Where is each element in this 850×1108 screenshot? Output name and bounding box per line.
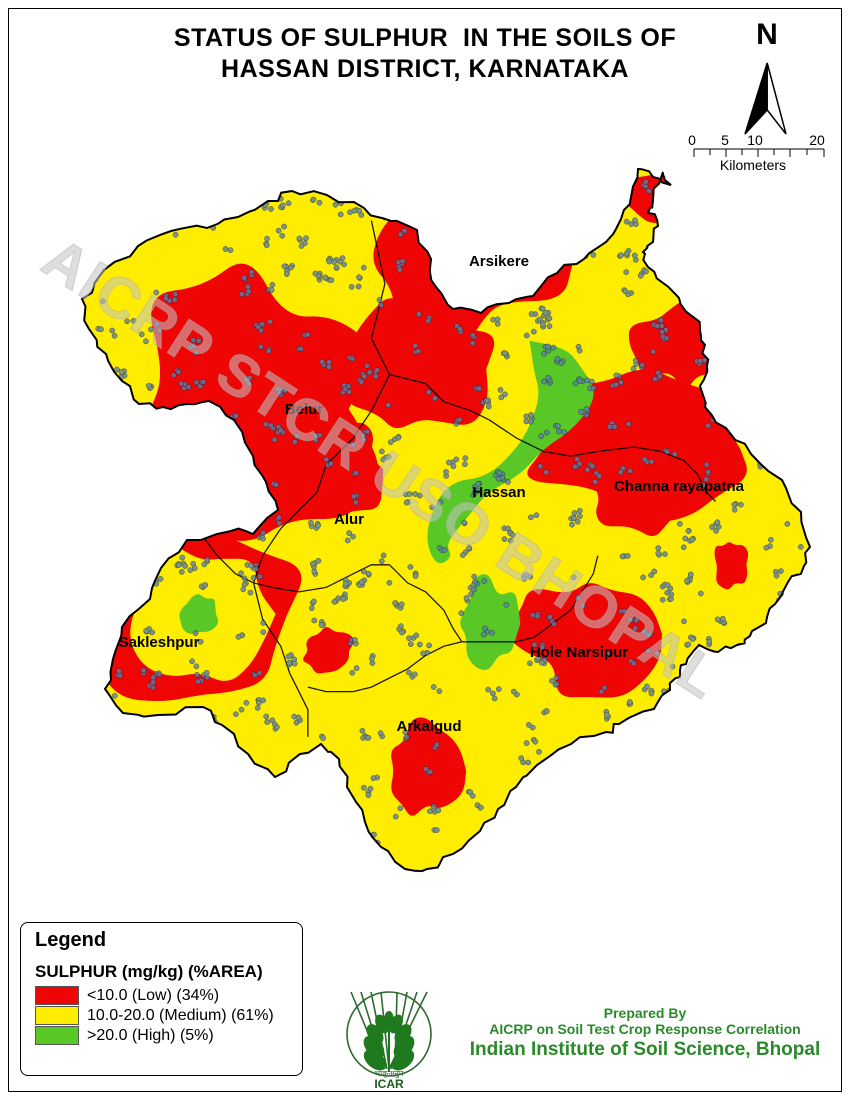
- svg-text:10: 10: [747, 132, 763, 148]
- svg-text:20: 20: [809, 132, 825, 148]
- svg-text:5: 5: [721, 132, 729, 148]
- svg-text:Sakleshpur: Sakleshpur: [119, 634, 200, 651]
- svg-text:Alur: Alur: [334, 511, 364, 528]
- svg-text:ICAR: ICAR: [374, 1077, 404, 1091]
- svg-text:Kilometers: Kilometers: [720, 157, 786, 173]
- svg-text:Arsikere: Arsikere: [469, 253, 529, 270]
- svg-text:0: 0: [688, 132, 696, 148]
- svg-text:N: N: [756, 18, 778, 51]
- svg-text:Arkalgud: Arkalgud: [396, 718, 461, 735]
- svg-text:Channa rayapatna: Channa rayapatna: [614, 478, 745, 495]
